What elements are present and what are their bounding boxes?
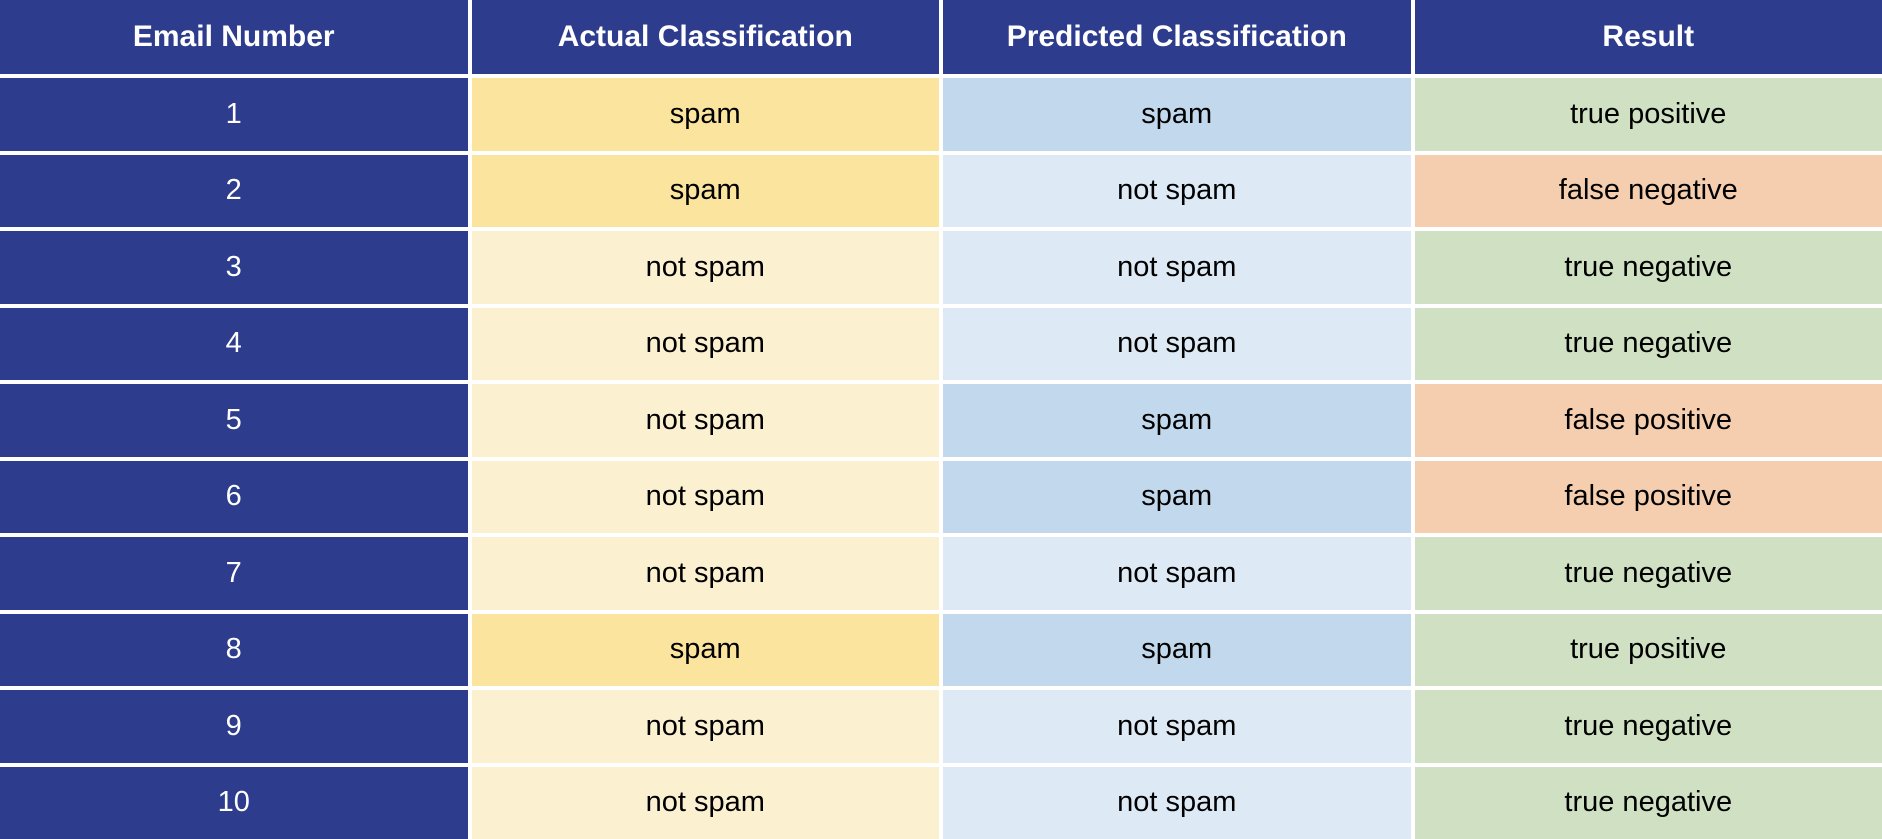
predicted-classification-cell: spam	[943, 384, 1411, 457]
result-cell: true positive	[1414, 613, 1882, 686]
email-number-cell: 4	[0, 307, 468, 380]
predicted-classification-cell: spam	[943, 460, 1411, 533]
predicted-classification-cell: not spam	[943, 307, 1411, 380]
header-result: Result	[1414, 0, 1882, 74]
result-cell: true negative	[1414, 231, 1882, 304]
predicted-classification-cell: not spam	[943, 766, 1411, 839]
actual-classification-cell: not spam	[471, 537, 939, 610]
header-actual-classification: Actual Classification	[471, 0, 939, 74]
result-cell: true negative	[1414, 766, 1882, 839]
predicted-classification-cell: not spam	[943, 690, 1411, 763]
result-cell: true negative	[1414, 690, 1882, 763]
result-cell: false negative	[1414, 154, 1882, 227]
predicted-classification-cell: not spam	[943, 154, 1411, 227]
email-number-cell: 2	[0, 154, 468, 227]
actual-classification-cell: not spam	[471, 690, 939, 763]
predicted-classification-cell: spam	[943, 78, 1411, 151]
email-number-cell: 7	[0, 537, 468, 610]
result-cell: true negative	[1414, 307, 1882, 380]
result-cell: true negative	[1414, 537, 1882, 610]
result-cell: false positive	[1414, 460, 1882, 533]
actual-classification-cell: not spam	[471, 766, 939, 839]
email-number-cell: 5	[0, 384, 468, 457]
actual-classification-cell: spam	[471, 154, 939, 227]
predicted-classification-cell: spam	[943, 613, 1411, 686]
actual-classification-cell: not spam	[471, 307, 939, 380]
header-predicted-classification: Predicted Classification	[943, 0, 1411, 74]
predicted-classification-cell: not spam	[943, 231, 1411, 304]
email-number-cell: 8	[0, 613, 468, 686]
header-email-number: Email Number	[0, 0, 468, 74]
email-number-cell: 10	[0, 766, 468, 839]
actual-classification-cell: not spam	[471, 231, 939, 304]
actual-classification-cell: spam	[471, 613, 939, 686]
email-number-cell: 6	[0, 460, 468, 533]
email-number-cell: 3	[0, 231, 468, 304]
actual-classification-cell: not spam	[471, 460, 939, 533]
result-cell: false positive	[1414, 384, 1882, 457]
email-number-cell: 9	[0, 690, 468, 763]
result-cell: true positive	[1414, 78, 1882, 151]
actual-classification-cell: not spam	[471, 384, 939, 457]
email-number-cell: 1	[0, 78, 468, 151]
predicted-classification-cell: not spam	[943, 537, 1411, 610]
actual-classification-cell: spam	[471, 78, 939, 151]
